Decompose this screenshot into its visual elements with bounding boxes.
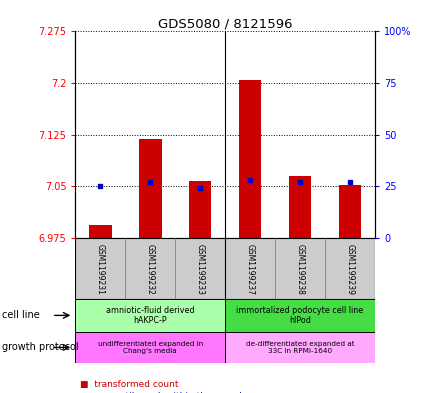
Text: GSM1199238: GSM1199238 (295, 244, 304, 295)
Title: GDS5080 / 8121596: GDS5080 / 8121596 (157, 17, 292, 30)
Bar (175, 238, 224, 299)
Text: cell line: cell line (2, 310, 40, 320)
Bar (89, 225, 111, 238)
Bar (189, 181, 211, 238)
Text: GSM1199239: GSM1199239 (345, 244, 354, 295)
Text: amniotic-fluid derived
hAKPC-P: amniotic-fluid derived hAKPC-P (106, 306, 194, 325)
Bar (139, 140, 161, 238)
Bar (338, 185, 360, 238)
Bar (224, 299, 374, 332)
Bar (288, 176, 310, 238)
Text: GSM1199231: GSM1199231 (95, 244, 104, 295)
Bar (274, 238, 324, 299)
Text: immortalized podocyte cell line
hIPod: immortalized podocyte cell line hIPod (236, 306, 363, 325)
Text: growth protocol: growth protocol (2, 342, 79, 353)
Bar (224, 332, 374, 363)
Text: ■  percentile rank within the sample: ■ percentile rank within the sample (80, 392, 246, 393)
Bar (75, 332, 224, 363)
Bar (125, 238, 175, 299)
Text: GSM1199233: GSM1199233 (195, 244, 204, 295)
Text: undifferentiated expanded in
Chang's media: undifferentiated expanded in Chang's med… (98, 341, 203, 354)
Text: GSM1199232: GSM1199232 (145, 244, 154, 295)
Bar (75, 299, 224, 332)
Bar (75, 238, 125, 299)
Bar (324, 238, 374, 299)
Text: de-differentiated expanded at
33C in RPMI-1640: de-differentiated expanded at 33C in RPM… (245, 341, 353, 354)
Text: GSM1199237: GSM1199237 (245, 244, 254, 295)
Text: ■  transformed count: ■ transformed count (80, 380, 178, 389)
Bar (224, 238, 274, 299)
Bar (238, 80, 261, 238)
